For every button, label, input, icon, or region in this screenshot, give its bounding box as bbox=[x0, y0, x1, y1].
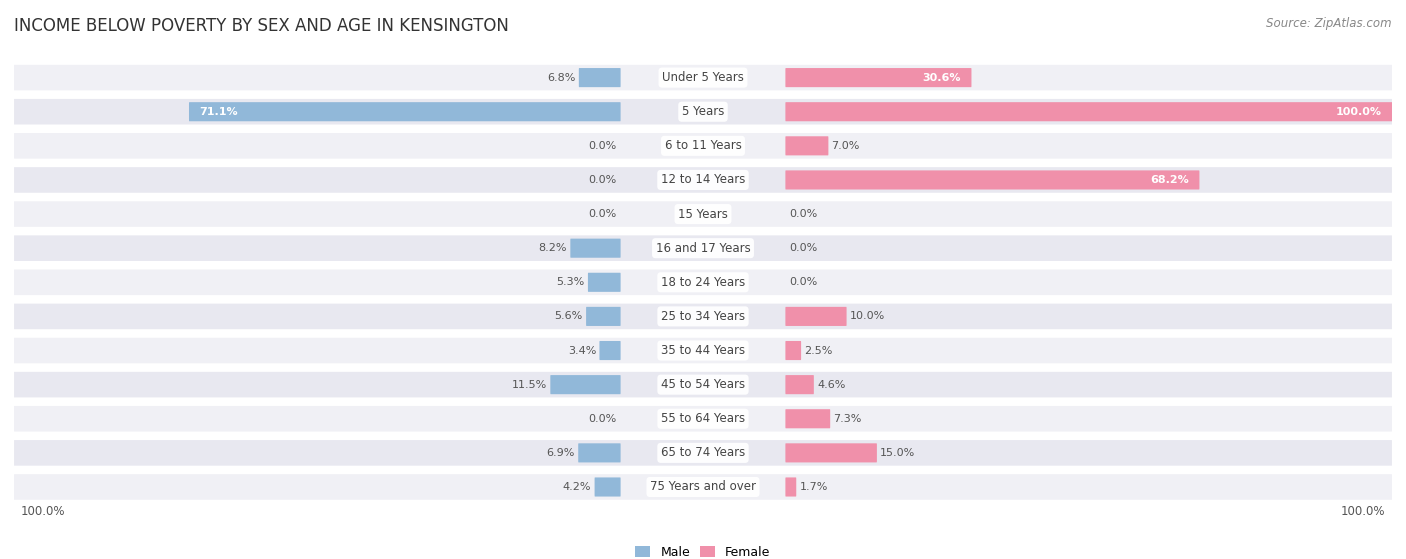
Text: 100.0%: 100.0% bbox=[1336, 107, 1382, 117]
Text: 45 to 54 Years: 45 to 54 Years bbox=[661, 378, 745, 391]
Text: 7.3%: 7.3% bbox=[834, 414, 862, 424]
Text: 5.3%: 5.3% bbox=[557, 277, 585, 287]
FancyBboxPatch shape bbox=[14, 201, 1392, 227]
Text: 15.0%: 15.0% bbox=[880, 448, 915, 458]
FancyBboxPatch shape bbox=[786, 443, 877, 462]
Text: 0.0%: 0.0% bbox=[589, 209, 617, 219]
FancyBboxPatch shape bbox=[586, 307, 620, 326]
Text: 1.7%: 1.7% bbox=[800, 482, 828, 492]
Text: 25 to 34 Years: 25 to 34 Years bbox=[661, 310, 745, 323]
FancyBboxPatch shape bbox=[599, 341, 620, 360]
Text: 68.2%: 68.2% bbox=[1150, 175, 1189, 185]
Text: 5.6%: 5.6% bbox=[555, 311, 583, 321]
FancyBboxPatch shape bbox=[786, 341, 801, 360]
Text: 6.9%: 6.9% bbox=[547, 448, 575, 458]
Text: 8.2%: 8.2% bbox=[538, 243, 567, 253]
Text: 100.0%: 100.0% bbox=[1340, 505, 1385, 518]
Text: 0.0%: 0.0% bbox=[789, 277, 817, 287]
Text: 3.4%: 3.4% bbox=[568, 345, 596, 356]
FancyBboxPatch shape bbox=[595, 477, 620, 496]
FancyBboxPatch shape bbox=[14, 133, 1392, 159]
Text: 0.0%: 0.0% bbox=[789, 243, 817, 253]
Text: 4.2%: 4.2% bbox=[562, 482, 592, 492]
Text: 65 to 74 Years: 65 to 74 Years bbox=[661, 447, 745, 459]
Text: 7.0%: 7.0% bbox=[831, 141, 860, 151]
Text: 55 to 64 Years: 55 to 64 Years bbox=[661, 412, 745, 425]
Text: 100.0%: 100.0% bbox=[21, 505, 66, 518]
Text: Source: ZipAtlas.com: Source: ZipAtlas.com bbox=[1267, 17, 1392, 30]
Text: 6 to 11 Years: 6 to 11 Years bbox=[665, 139, 741, 153]
FancyBboxPatch shape bbox=[588, 273, 620, 292]
Text: 5 Years: 5 Years bbox=[682, 105, 724, 118]
FancyBboxPatch shape bbox=[14, 338, 1392, 363]
Text: 0.0%: 0.0% bbox=[789, 209, 817, 219]
FancyBboxPatch shape bbox=[14, 406, 1392, 432]
FancyBboxPatch shape bbox=[786, 307, 846, 326]
Text: INCOME BELOW POVERTY BY SEX AND AGE IN KENSINGTON: INCOME BELOW POVERTY BY SEX AND AGE IN K… bbox=[14, 17, 509, 35]
Text: 0.0%: 0.0% bbox=[589, 141, 617, 151]
FancyBboxPatch shape bbox=[579, 68, 620, 87]
FancyBboxPatch shape bbox=[14, 99, 1392, 125]
FancyBboxPatch shape bbox=[786, 170, 1199, 190]
Text: 12 to 14 Years: 12 to 14 Years bbox=[661, 173, 745, 187]
Text: 15 Years: 15 Years bbox=[678, 207, 728, 221]
Text: 10.0%: 10.0% bbox=[849, 311, 884, 321]
Text: Under 5 Years: Under 5 Years bbox=[662, 71, 744, 84]
Text: 2.5%: 2.5% bbox=[804, 345, 832, 356]
Text: 4.6%: 4.6% bbox=[817, 380, 845, 390]
FancyBboxPatch shape bbox=[786, 136, 828, 155]
Text: 0.0%: 0.0% bbox=[589, 175, 617, 185]
Text: 6.8%: 6.8% bbox=[547, 73, 575, 83]
Text: 71.1%: 71.1% bbox=[200, 107, 238, 117]
Text: 35 to 44 Years: 35 to 44 Years bbox=[661, 344, 745, 357]
FancyBboxPatch shape bbox=[14, 235, 1392, 261]
FancyBboxPatch shape bbox=[14, 304, 1392, 329]
FancyBboxPatch shape bbox=[14, 65, 1392, 91]
FancyBboxPatch shape bbox=[14, 372, 1392, 397]
Text: 16 and 17 Years: 16 and 17 Years bbox=[655, 241, 751, 255]
Text: 30.6%: 30.6% bbox=[922, 73, 960, 83]
FancyBboxPatch shape bbox=[550, 375, 620, 394]
FancyBboxPatch shape bbox=[188, 102, 620, 121]
FancyBboxPatch shape bbox=[14, 269, 1392, 295]
FancyBboxPatch shape bbox=[786, 102, 1392, 121]
FancyBboxPatch shape bbox=[786, 68, 972, 87]
Text: 0.0%: 0.0% bbox=[589, 414, 617, 424]
Legend: Male, Female: Male, Female bbox=[630, 541, 776, 559]
FancyBboxPatch shape bbox=[786, 409, 830, 428]
FancyBboxPatch shape bbox=[14, 474, 1392, 500]
FancyBboxPatch shape bbox=[786, 375, 814, 394]
FancyBboxPatch shape bbox=[14, 440, 1392, 466]
Text: 11.5%: 11.5% bbox=[512, 380, 547, 390]
FancyBboxPatch shape bbox=[14, 167, 1392, 193]
Text: 18 to 24 Years: 18 to 24 Years bbox=[661, 276, 745, 289]
FancyBboxPatch shape bbox=[786, 477, 796, 496]
FancyBboxPatch shape bbox=[578, 443, 620, 462]
Text: 75 Years and over: 75 Years and over bbox=[650, 481, 756, 494]
FancyBboxPatch shape bbox=[571, 239, 620, 258]
